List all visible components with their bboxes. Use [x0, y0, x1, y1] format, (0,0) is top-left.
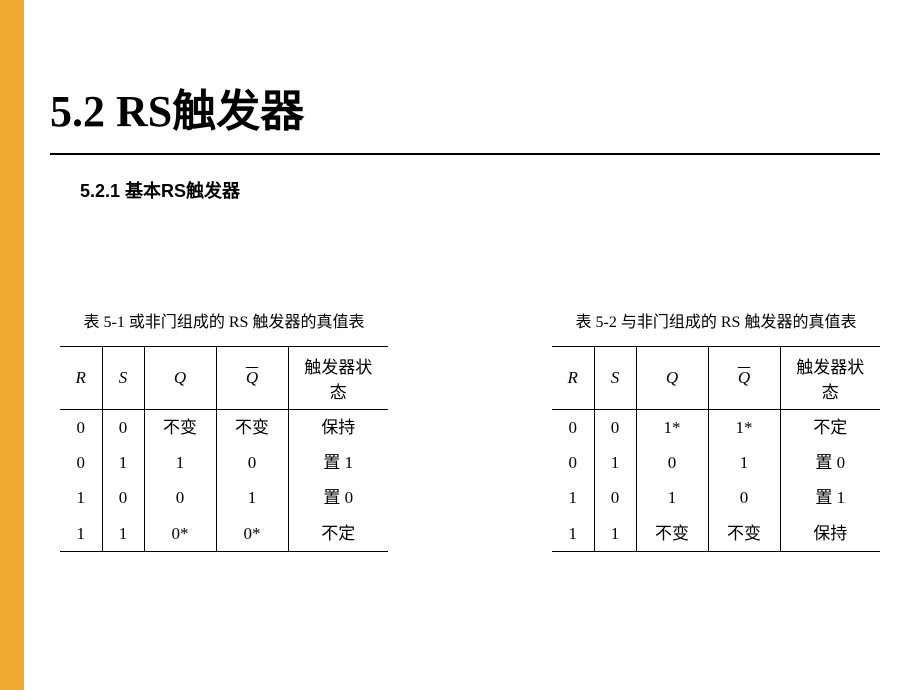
- title-area: 5.2 RS触发器: [50, 10, 910, 155]
- accent-sidebar: [0, 0, 24, 690]
- cell: 0: [552, 410, 594, 446]
- col-qbar: Q: [216, 347, 288, 410]
- cell: 不变: [216, 410, 288, 446]
- subtitle: 5.2.1 基本RS触发器: [80, 177, 910, 203]
- slide: 5.2 RS触发器 5.2.1 基本RS触发器 表 5-1 或非门组成的 RS …: [0, 0, 920, 690]
- col-q: Q: [144, 347, 216, 410]
- cell: 不定: [288, 516, 388, 552]
- cell: 0*: [144, 516, 216, 552]
- cell: 1: [594, 445, 636, 480]
- cell: 1*: [708, 410, 780, 446]
- table-row: 1 1 0* 0* 不定: [60, 516, 388, 552]
- cell: 0: [144, 480, 216, 515]
- cell: 0: [216, 445, 288, 480]
- cell: 0: [102, 480, 144, 515]
- cell: 1*: [636, 410, 708, 446]
- table-row: 0 1 0 1 置 0: [552, 445, 880, 480]
- cell: 不变: [636, 516, 708, 552]
- cell: 1: [102, 516, 144, 552]
- col-q: Q: [636, 347, 708, 410]
- cell: 置 1: [288, 445, 388, 480]
- main-title: 5.2 RS触发器: [50, 75, 910, 139]
- cell: 0: [60, 445, 102, 480]
- cell: 0: [708, 480, 780, 515]
- cell: 1: [552, 480, 594, 515]
- cell: 0: [102, 410, 144, 446]
- col-state: 触发器状态: [288, 347, 388, 410]
- cell: 1: [636, 480, 708, 515]
- col-s: S: [102, 347, 144, 410]
- table-2-caption: 表 5-2 与非门组成的 RS 触发器的真值表: [552, 308, 880, 332]
- cell: 置 1: [780, 480, 880, 515]
- cell: 不变: [144, 410, 216, 446]
- cell: 置 0: [780, 445, 880, 480]
- truth-table-2: R S Q Q 触发器状态 0 0 1* 1* 不定: [552, 346, 880, 552]
- truth-table-1: R S Q Q 触发器状态 0 0 不变 不变 保持: [60, 346, 388, 552]
- cell: 1: [552, 516, 594, 552]
- col-s: S: [594, 347, 636, 410]
- cell: 1: [144, 445, 216, 480]
- table-2-block: 表 5-2 与非门组成的 RS 触发器的真值表 R S Q Q 触发器状态 0 …: [552, 308, 880, 552]
- title-rule: [50, 153, 880, 155]
- cell: 不定: [780, 410, 880, 446]
- table-header-row: R S Q Q 触发器状态: [60, 347, 388, 410]
- cell: 置 0: [288, 480, 388, 515]
- tables-container: 表 5-1 或非门组成的 RS 触发器的真值表 R S Q Q 触发器状态 0 …: [10, 308, 910, 552]
- col-r: R: [60, 347, 102, 410]
- table-row: 1 0 1 0 置 1: [552, 480, 880, 515]
- col-state: 触发器状态: [780, 347, 880, 410]
- cell: 1: [216, 480, 288, 515]
- cell: 0: [594, 480, 636, 515]
- cell: 0: [552, 445, 594, 480]
- cell: 0*: [216, 516, 288, 552]
- cell: 0: [594, 410, 636, 446]
- table-row: 0 0 不变 不变 保持: [60, 410, 388, 446]
- table-row: 1 1 不变 不变 保持: [552, 516, 880, 552]
- table-row: 0 1 1 0 置 1: [60, 445, 388, 480]
- cell: 不变: [708, 516, 780, 552]
- cell: 1: [594, 516, 636, 552]
- table-header-row: R S Q Q 触发器状态: [552, 347, 880, 410]
- table-row: 1 0 0 1 置 0: [60, 480, 388, 515]
- table-1-caption: 表 5-1 或非门组成的 RS 触发器的真值表: [60, 308, 388, 332]
- col-r: R: [552, 347, 594, 410]
- cell: 0: [60, 410, 102, 446]
- cell: 1: [102, 445, 144, 480]
- col-qbar: Q: [708, 347, 780, 410]
- cell: 1: [708, 445, 780, 480]
- cell: 1: [60, 480, 102, 515]
- cell: 保持: [780, 516, 880, 552]
- cell: 1: [60, 516, 102, 552]
- table-1-block: 表 5-1 或非门组成的 RS 触发器的真值表 R S Q Q 触发器状态 0 …: [60, 308, 388, 552]
- table-row: 0 0 1* 1* 不定: [552, 410, 880, 446]
- cell: 0: [636, 445, 708, 480]
- cell: 保持: [288, 410, 388, 446]
